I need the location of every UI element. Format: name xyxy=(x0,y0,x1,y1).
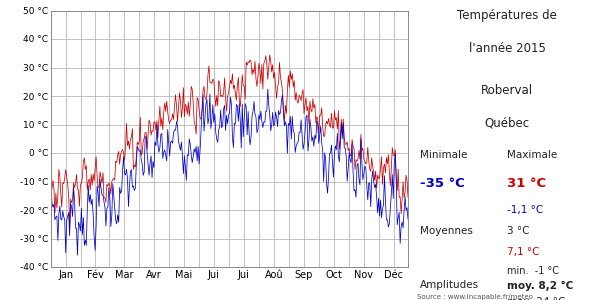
Text: 3 °C: 3 °C xyxy=(507,226,530,236)
Text: Québec: Québec xyxy=(484,117,530,130)
Text: max. 24 °C: max. 24 °C xyxy=(507,297,565,300)
Text: l'année 2015: l'année 2015 xyxy=(469,42,545,55)
Text: Source : www.incapable.fr/meteo: Source : www.incapable.fr/meteo xyxy=(417,294,533,300)
Text: -35 °C: -35 °C xyxy=(420,177,465,190)
Text: Moyennes: Moyennes xyxy=(420,226,473,236)
Text: Températures de: Températures de xyxy=(457,9,557,22)
Text: -1,1 °C: -1,1 °C xyxy=(507,206,543,215)
Text: 7,1 °C: 7,1 °C xyxy=(507,248,539,257)
Text: Minimale: Minimale xyxy=(420,150,467,160)
Text: Maximale: Maximale xyxy=(507,150,557,160)
Text: Amplitudes: Amplitudes xyxy=(420,280,479,290)
Text: moy. 8,2 °C: moy. 8,2 °C xyxy=(507,280,574,291)
Text: 31 °C: 31 °C xyxy=(507,177,546,190)
Text: Roberval: Roberval xyxy=(481,84,533,97)
Text: min.  -1 °C: min. -1 °C xyxy=(507,266,559,275)
